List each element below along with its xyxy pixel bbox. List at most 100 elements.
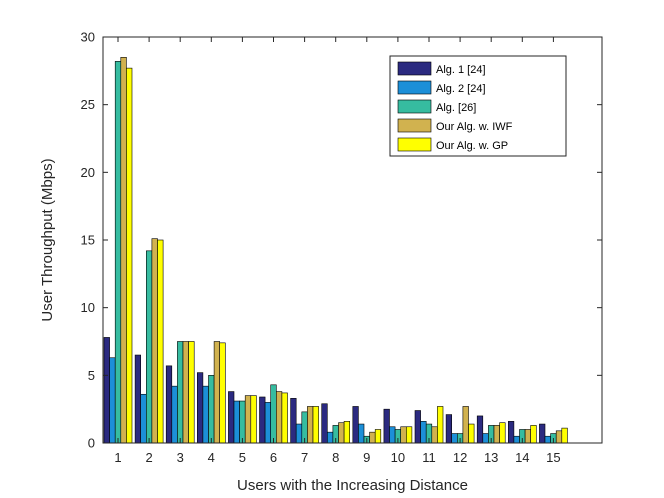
bar-4-2 [151,238,158,444]
bar-2-14 [513,435,520,444]
x-tick-label: 14 [515,450,529,465]
legend-label-2: Alg. 2 [24] [436,83,486,95]
x-tick-label: 2 [145,450,152,465]
legend-label-1: Alg. 1 [24] [436,64,486,76]
bar-5-8 [343,421,351,444]
x-tick-label: 6 [270,450,277,465]
bar-5-13 [499,422,506,444]
bar-4-4 [213,341,221,444]
bar-5-14 [530,425,537,444]
legend-swatch-2 [397,80,432,95]
bar-4-3 [182,341,189,444]
y-tick-label: 10 [81,300,95,315]
bar-5-3 [188,341,195,444]
legend-swatch-3 [397,99,432,114]
bar-5-15 [561,427,568,444]
legend-label-3: Alg. [26] [436,102,476,114]
x-tick-label: 15 [546,450,560,465]
bar-3-3 [177,341,184,444]
bar-2-6 [264,402,272,444]
x-tick-label: 1 [114,450,121,465]
bar-4-9 [369,431,376,444]
x-tick-label: 10 [391,450,405,465]
bar-4-7 [307,406,314,444]
bar-4-12 [462,406,469,444]
legend: Alg. 1 [24] Alg. 2 [24] Alg. [26] Our Alg. … [389,55,567,157]
y-tick-label: 5 [88,368,95,383]
bar-1-4 [197,372,204,444]
x-tick-label: 9 [363,450,370,465]
bar-1-14 [507,421,515,444]
bar-4-13 [493,425,500,444]
bar-4-1 [120,56,127,444]
bar-2-15 [544,435,551,444]
bar-1-2 [134,354,142,444]
bar-5-7 [312,406,319,444]
bar-5-12 [468,423,475,444]
bar-1-10 [383,408,390,444]
bar-3-4 [208,375,215,444]
bar-5-1 [126,67,133,444]
legend-label-4: Our Alg. w. IWF [436,121,513,133]
bar-2-11 [420,421,427,444]
bar-1-11 [414,410,421,444]
bar-3-2 [146,250,153,444]
bar-2-12 [451,433,458,444]
legend-label-5: Our Alg. w. GP [436,140,508,152]
bar-1-5 [228,391,235,444]
x-tick-label: 3 [177,450,184,465]
x-tick-label: 4 [208,450,215,465]
bar-3-5 [239,400,246,444]
bar-2-3 [171,385,178,444]
legend-swatch-5 [397,137,432,152]
bar-5-11 [437,406,444,444]
bar-5-2 [157,239,164,444]
bar-5-6 [281,392,288,444]
y-tick-label: 25 [81,97,95,112]
x-tick-label: 7 [301,450,308,465]
legend-swatch-1 [397,61,432,76]
y-tick-label: 15 [81,233,95,248]
legend-swatch-4 [397,118,432,133]
bar-4-8 [338,422,345,444]
bar-3-6 [270,384,277,444]
bar-1-13 [476,415,484,444]
bar-5-9 [374,429,382,444]
y-axis-label: User Throughput (Mbps) [39,158,56,321]
x-tick-label: 5 [239,450,246,465]
y-tick-label: 0 [88,436,95,451]
x-axis-label: Users with the Increasing Distance [237,477,468,494]
bar-1-3 [165,365,173,444]
bars-group [103,56,568,444]
bar-2-13 [482,433,489,444]
bar-4-5 [244,395,252,444]
bar-4-6 [275,391,283,444]
bar-2-7 [295,423,303,444]
bar-1-9 [352,406,359,444]
bar-2-1 [109,357,116,444]
bar-1-7 [290,398,297,444]
bar-1-1 [103,337,110,444]
y-tick-label: 20 [81,165,95,180]
bar-5-5 [250,395,257,444]
x-tick-label: 13 [484,450,498,465]
bar-5-4 [219,342,226,444]
bar-1-8 [321,403,328,444]
bar-5-10 [405,426,413,444]
bar-3-1 [114,61,122,444]
y-tick-label: 30 [81,30,95,45]
bar-2-8 [326,431,334,444]
bar-4-11 [431,426,438,444]
bar-4-15 [555,430,563,444]
x-tick-label: 11 [422,450,436,465]
bar-2-2 [140,393,147,444]
bar-2-10 [389,426,396,444]
bar-1-6 [259,396,266,444]
bar-2-9 [358,423,365,444]
bar-2-5 [233,400,240,444]
x-tick-label: 8 [332,450,339,465]
bar-1-12 [445,414,453,444]
bar-4-10 [400,426,407,444]
